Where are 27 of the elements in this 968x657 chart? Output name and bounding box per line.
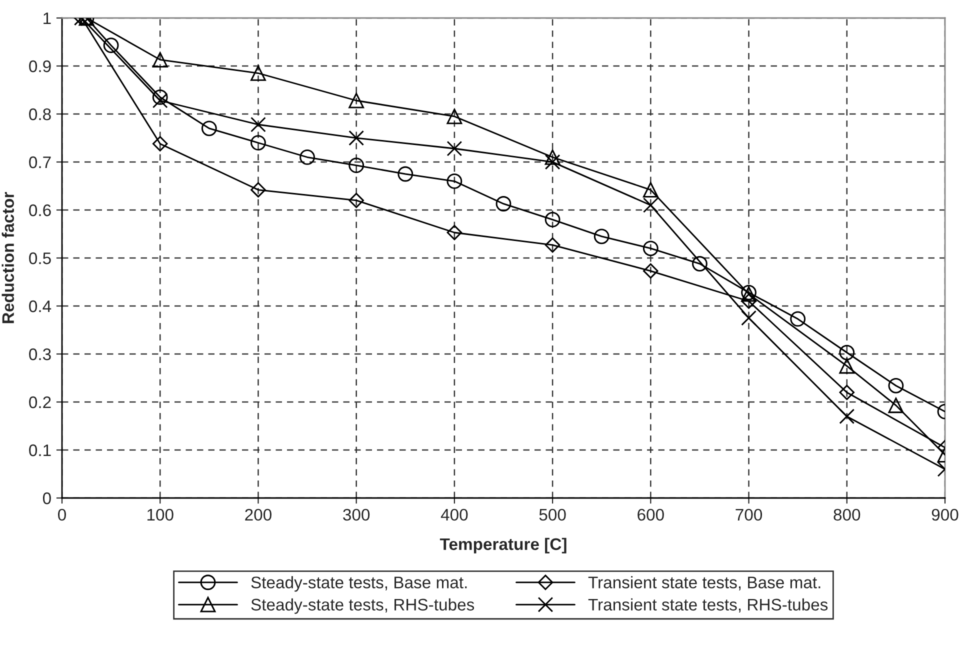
y-tick-label: 0.3 [29,348,51,360]
x-tick-label: 100 [147,508,174,521]
y-tick-label: 0.2 [29,396,51,408]
x-tick-label: 300 [343,508,370,521]
x-tick-label: 700 [736,508,762,521]
y-tick-label: 0.1 [29,444,51,456]
x-tick-label: 600 [638,508,664,521]
y-tick-label: 0 [42,492,51,504]
y-tick-label: 0.9 [29,60,51,72]
y-tick-label: 0.6 [29,204,51,216]
x-tick-label: 800 [834,508,860,521]
legend-label: Transient state tests, RHS-tubes [588,598,828,613]
x-tick-label: 200 [245,508,272,521]
x-tick-label: 900 [932,508,958,521]
x-tick-label: 0 [58,508,66,521]
legend-label: Steady-state tests, RHS-tubes [251,598,474,614]
y-tick-label: 0.5 [29,252,51,264]
y-axis-title: Reduction factor [2,192,14,324]
y-tick-label: 0.4 [29,300,52,312]
y-tick-label: 0.7 [29,156,51,168]
y-tick-label: 1 [44,12,51,24]
x-tick-label: 400 [440,508,468,521]
y-tick-label: 0.8 [29,108,51,120]
legend-label: Steady-state tests, Base mat. [251,576,467,592]
x-tick-label: 500 [539,508,566,521]
legend-label: Transient state tests, Base mat. [588,576,820,590]
x-axis-title: Temperature [C] [440,538,566,554]
